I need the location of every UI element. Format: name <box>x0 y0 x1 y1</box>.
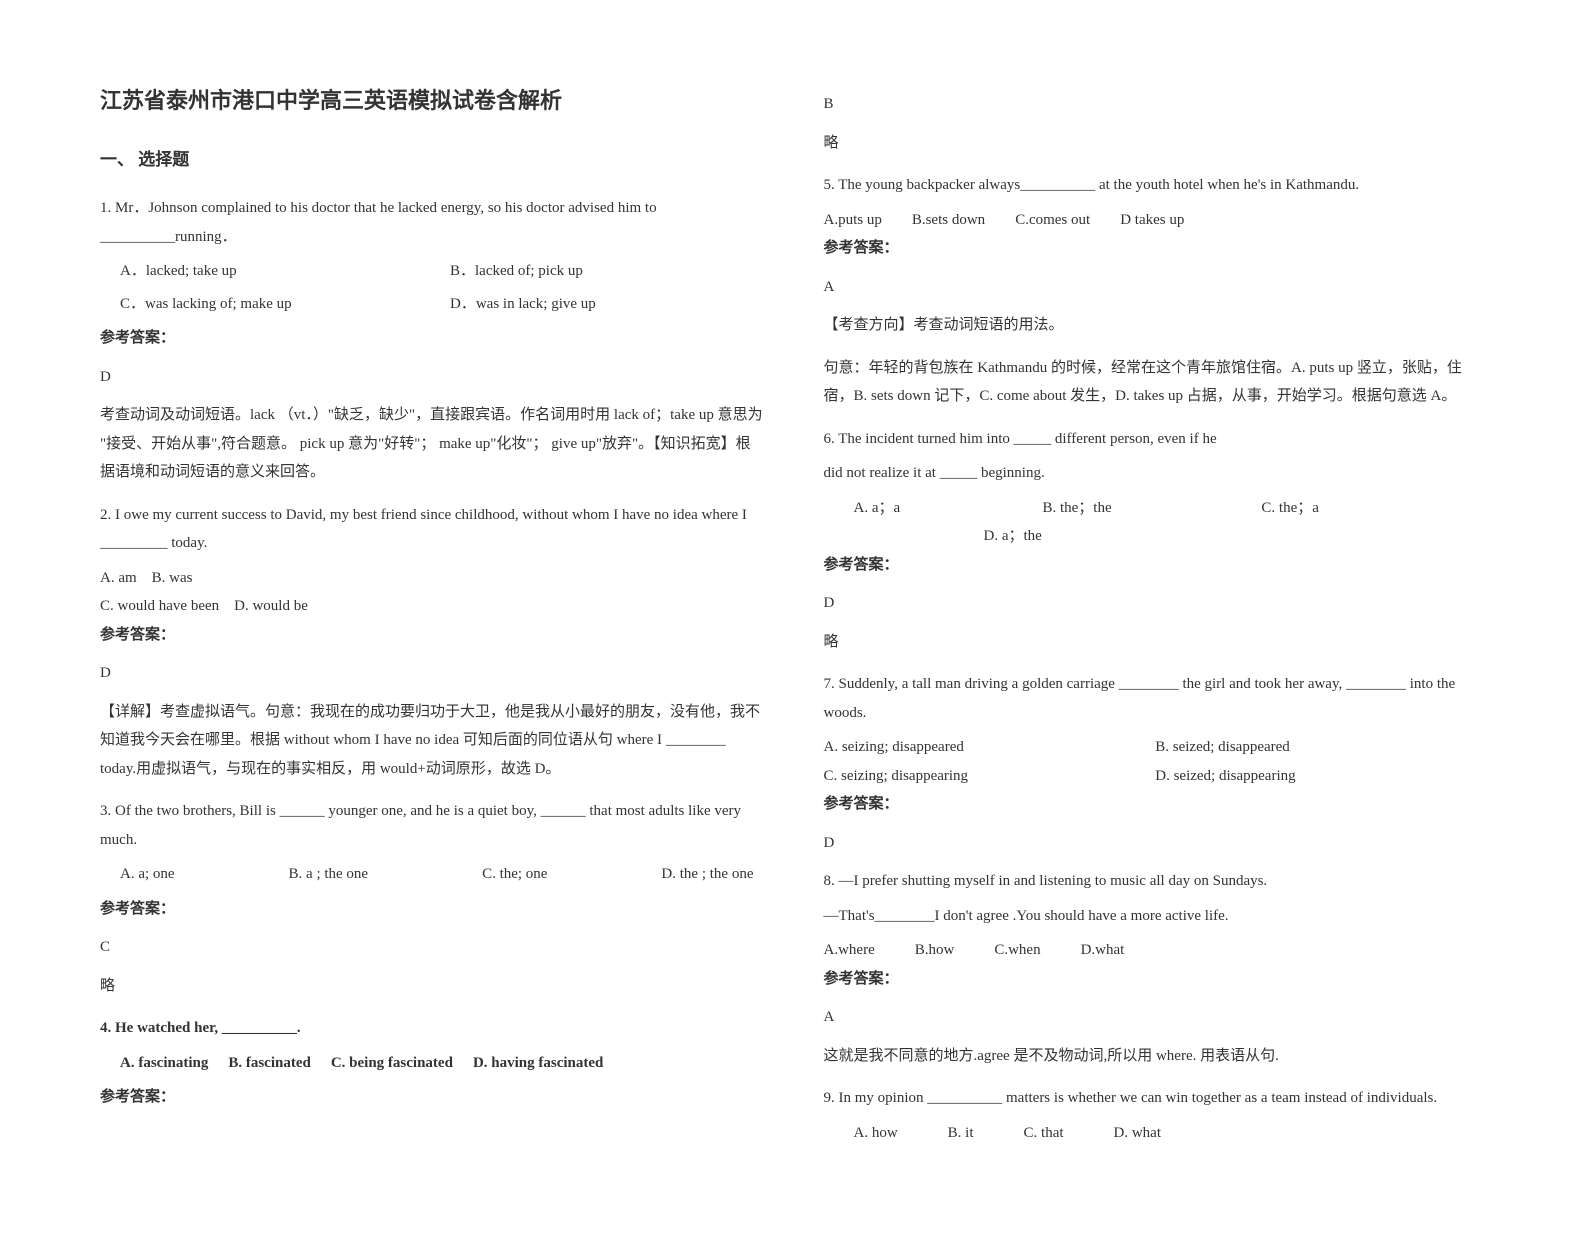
explanation-brief: 略 <box>100 972 764 1001</box>
option-b: B. a ; the one <box>289 860 369 889</box>
option-a: A. seizing; disappeared <box>824 733 1156 762</box>
answer-label: 参考答案： <box>824 551 1488 580</box>
answer-label: 参考答案： <box>824 790 1488 819</box>
option-a: A.puts up <box>824 206 882 235</box>
question-2: 2. I owe my current success to David, my… <box>100 501 764 784</box>
question-1: 1. Mr．Johnson complained to his doctor t… <box>100 194 764 487</box>
question-4: 4. He watched her, __________. A. fascin… <box>100 1014 764 1112</box>
answer-value: C <box>100 933 764 962</box>
answer-value: A <box>824 1003 1488 1032</box>
explanation-text: 【详解】考查虚拟语气。句意：我现在的成功要归功于大卫，他是我从小最好的朋友，没有… <box>100 698 764 784</box>
explanation-text: 考查动词及动词短语。lack （vt．）"缺乏，缺少"，直接跟宾语。作名词用时用… <box>100 401 764 487</box>
option-d: D. having fascinated <box>473 1049 603 1078</box>
question-text: 1. Mr．Johnson complained to his doctor t… <box>100 194 764 251</box>
question-options: A．lacked; take up B．lacked of; pick up C… <box>100 257 764 318</box>
options-line1: A. seizing; disappeared B. seized; disap… <box>824 733 1488 762</box>
question-text: 5. The young backpacker always__________… <box>824 171 1488 200</box>
option-c: C. seizing; disappearing <box>824 762 1156 791</box>
question-text: 2. I owe my current success to David, my… <box>100 501 764 558</box>
option-d: D．was in lack; give up <box>450 290 596 319</box>
option-b: B. seized; disappeared <box>1155 733 1290 762</box>
option-c: C. being fascinated <box>331 1049 453 1078</box>
question-5: 5. The young backpacker always__________… <box>824 171 1488 411</box>
option-a: A. a；a <box>824 494 1043 523</box>
option-c: C.comes out <box>1015 206 1090 235</box>
explanation-text: 【考查方向】考查动词短语的用法。 <box>824 311 1488 340</box>
question-text: —That's________I don't agree .You should… <box>824 902 1488 931</box>
options-line2: C. would have been D. would be <box>100 592 764 621</box>
left-column: 江苏省泰州市港口中学高三英语模拟试卷含解析 一、 选择题 1. Mr．Johns… <box>100 80 764 1157</box>
question-text: 7. Suddenly, a tall man driving a golden… <box>824 670 1488 727</box>
section-heading: 一、 选择题 <box>100 144 764 176</box>
option-b: B. it <box>948 1119 974 1148</box>
answer-value: B <box>824 90 1488 119</box>
options-line2: C. seizing; disappearing D. seized; disa… <box>824 762 1488 791</box>
explanation-brief: 略 <box>824 628 1488 657</box>
answer-label: 参考答案： <box>824 234 1488 263</box>
question-options: A. a；a B. the；the C. the；a D. a；the <box>824 494 1488 551</box>
explanation-brief: 略 <box>824 129 1488 158</box>
option-c: C. the；a <box>1261 494 1480 523</box>
answer-label: 参考答案： <box>824 965 1488 994</box>
answer-value: D <box>824 589 1488 618</box>
option-c: C.when <box>994 936 1040 965</box>
question-9: 9. In my opinion __________ matters is w… <box>824 1084 1488 1147</box>
option-b: B. was <box>152 570 193 586</box>
option-d: D. seized; disappearing <box>1155 762 1295 791</box>
question-options: A. fascinating B. fascinated C. being fa… <box>100 1049 764 1078</box>
option-a: A. am <box>100 570 137 586</box>
option-a: A. fascinating <box>120 1049 208 1078</box>
question-3: 3. Of the two brothers, Bill is ______ y… <box>100 797 764 1000</box>
question-text: 9. In my opinion __________ matters is w… <box>824 1084 1488 1113</box>
exam-title: 江苏省泰州市港口中学高三英语模拟试卷含解析 <box>100 80 764 122</box>
option-a: A. how <box>854 1119 898 1148</box>
answer-label: 参考答案： <box>100 1083 764 1112</box>
question-text: 6. The incident turned him into _____ di… <box>824 425 1488 454</box>
option-d: D. a；the <box>824 522 1042 551</box>
options-line1: A. am B. was <box>100 564 764 593</box>
option-c: C. would have been <box>100 598 219 614</box>
question-options: A. a; one B. a ; the one C. the; one D. … <box>100 860 764 889</box>
option-d: D. what <box>1114 1119 1162 1148</box>
option-a: A. a; one <box>120 860 175 889</box>
option-d: D. the ; the one <box>661 860 753 889</box>
question-options: A.where B.how C.when D.what <box>824 936 1488 965</box>
option-a: A.where <box>824 936 875 965</box>
option-b: B．lacked of; pick up <box>450 257 583 286</box>
option-b: B. the；the <box>1042 494 1261 523</box>
answer-label: 参考答案： <box>100 324 764 353</box>
question-8: 8. —I prefer shutting myself in and list… <box>824 867 1488 1070</box>
question-options: A. how B. it C. that D. what <box>824 1119 1488 1148</box>
page-container: 江苏省泰州市港口中学高三英语模拟试卷含解析 一、 选择题 1. Mr．Johns… <box>100 80 1487 1157</box>
option-c: C. the; one <box>482 860 547 889</box>
question-text: 3. Of the two brothers, Bill is ______ y… <box>100 797 764 854</box>
explanation-text: 这就是我不同意的地方.agree 是不及物动词,所以用 where. 用表语从句… <box>824 1042 1488 1071</box>
option-b: B. fascinated <box>228 1049 311 1078</box>
question-7: 7. Suddenly, a tall man driving a golden… <box>824 670 1488 857</box>
answer-label: 参考答案： <box>100 621 764 650</box>
option-a: A．lacked; take up <box>120 257 400 286</box>
answer-value: D <box>100 363 764 392</box>
right-column: B 略 5. The young backpacker always______… <box>824 80 1488 1157</box>
option-b: B.sets down <box>912 206 985 235</box>
question-6: 6. The incident turned him into _____ di… <box>824 425 1488 657</box>
option-c: C. that <box>1024 1119 1064 1148</box>
question-text: 4. He watched her, __________. <box>100 1014 764 1043</box>
answer-value: D <box>100 659 764 688</box>
question-options: A.puts up B.sets down C.comes out D take… <box>824 206 1488 235</box>
option-c: C．was lacking of; make up <box>120 290 400 319</box>
option-b: B.how <box>915 936 955 965</box>
option-d: D.what <box>1081 936 1125 965</box>
question-text: did not realize it at _____ beginning. <box>824 459 1488 488</box>
answer-value: D <box>824 829 1488 858</box>
answer-value: A <box>824 273 1488 302</box>
answer-label: 参考答案： <box>100 895 764 924</box>
question-text: 8. —I prefer shutting myself in and list… <box>824 867 1488 896</box>
option-d: D takes up <box>1120 206 1184 235</box>
option-d: D. would be <box>234 598 308 614</box>
explanation-text: 句意：年轻的背包族在 Kathmandu 的时候，经常在这个青年旅馆住宿。A. … <box>824 354 1488 411</box>
